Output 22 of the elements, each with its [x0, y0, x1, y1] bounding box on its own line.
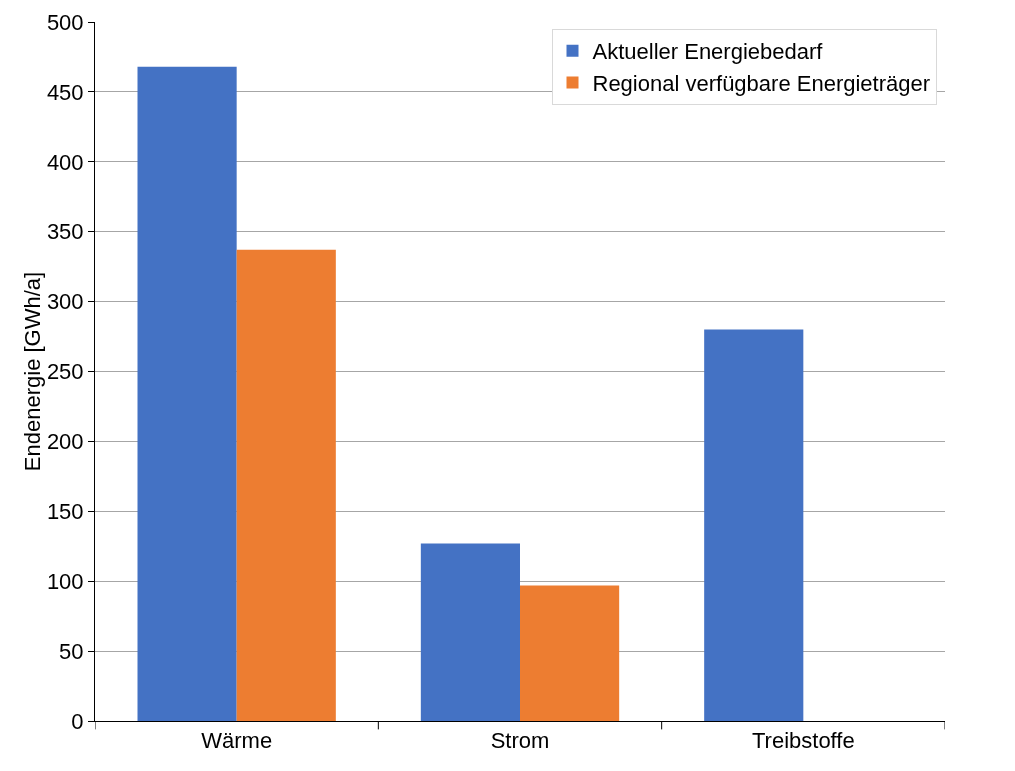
y-tick-label: 100: [46, 568, 84, 594]
y-axis-title: Endenergie [GWh/a]: [19, 271, 45, 472]
y-tick-label: 400: [46, 149, 84, 175]
bar: [704, 329, 804, 721]
legend-label: Regional verfügbare Energieträger: [592, 70, 931, 96]
y-tick-label: 350: [46, 219, 84, 245]
x-tick-label: Strom: [490, 728, 550, 754]
y-tick-label: 200: [46, 429, 84, 455]
y-tick-label: 150: [46, 499, 84, 524]
bar: [420, 543, 520, 721]
bar: [236, 249, 336, 721]
y-tick-label: 500: [46, 9, 84, 35]
y-tick-label: 450: [46, 79, 84, 105]
y-tick-label: 250: [46, 359, 84, 385]
bar: [137, 66, 237, 721]
x-tick-label: Treibstoffe: [751, 728, 855, 754]
bar: [520, 585, 620, 721]
y-tick-label: 300: [46, 289, 84, 315]
y-tick-label: 50: [59, 638, 84, 664]
y-tick-label: 0: [71, 708, 84, 734]
legend-label: Aktueller Energiebedarf: [592, 39, 824, 65]
x-tick-label: Wärme: [201, 728, 273, 754]
